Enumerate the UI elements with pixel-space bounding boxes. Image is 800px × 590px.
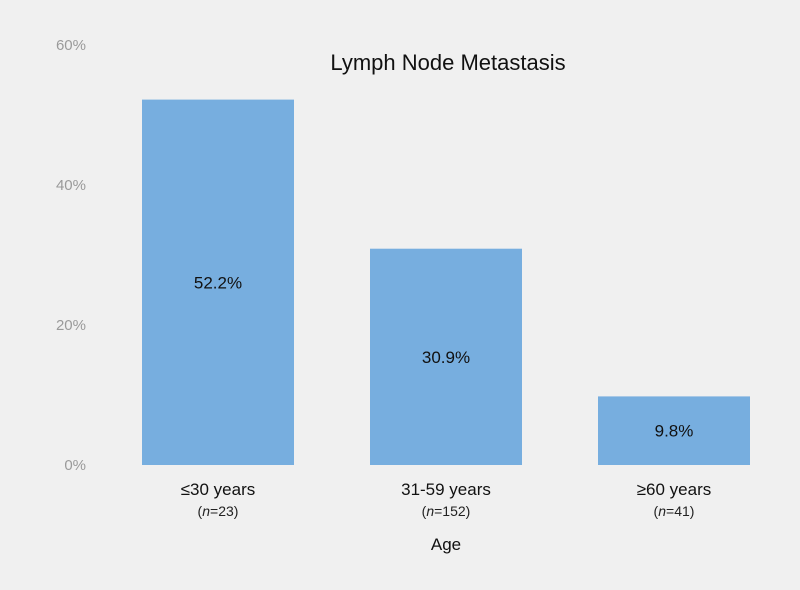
bar-data-label: 30.9% [422,348,470,367]
chart-title: Lymph Node Metastasis [330,50,565,75]
bar [598,396,750,465]
category-sample-size: (n=152) [422,503,471,519]
bar-data-label: 9.8% [655,422,694,441]
bars: 52.2% 30.9% 9.8% [142,99,750,465]
bar-data-label: 52.2% [194,273,242,292]
bar [142,99,294,465]
category-label: 31-59 years [401,480,491,499]
y-tick-label: 60% [56,37,86,54]
x-axis-label: Age [431,535,461,554]
category-sample-size: (n=41) [654,503,695,519]
y-tick-label: 20% [56,317,86,334]
x-axis: ≤30 years (n=23) 31-59 years (n=152) ≥60 yea… [181,480,712,519]
y-axis: 0% 20% 40% 60% [56,37,86,474]
y-tick-label: 0% [64,457,86,474]
bar [370,248,522,465]
category-sample-size: (n=23) [198,503,239,519]
category-label: ≥60 years [637,480,712,499]
y-tick-label: 40% [56,177,86,194]
category-label: ≤30 years [181,480,256,499]
